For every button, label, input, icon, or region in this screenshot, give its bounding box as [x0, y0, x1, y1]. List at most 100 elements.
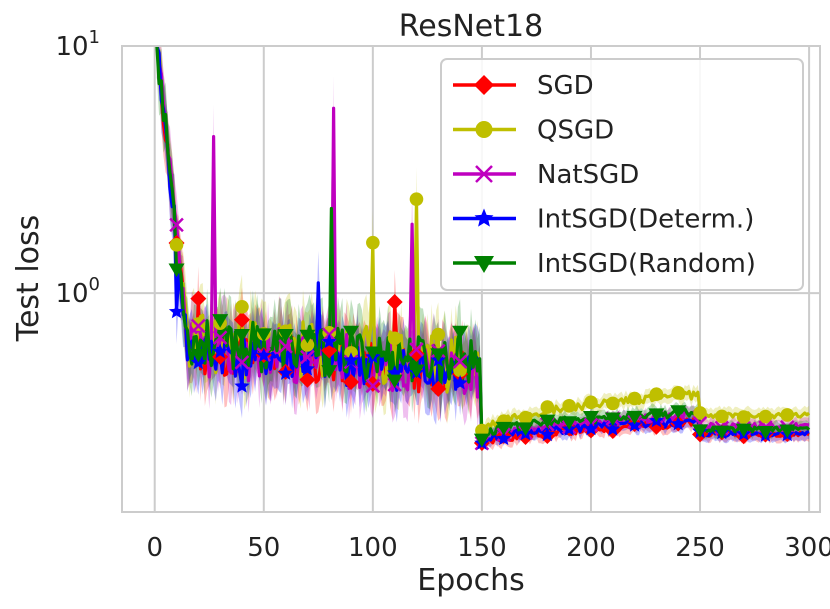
marker-intsgd-determ — [212, 343, 228, 359]
marker-qsgd — [191, 317, 206, 331]
marker-qsgd — [693, 406, 707, 420]
marker-intsgd-random — [473, 433, 490, 448]
marker-sgd — [299, 371, 316, 388]
marker-qsgd — [671, 385, 686, 400]
marker-intsgd-determ — [343, 352, 359, 367]
x-tick-label: 200 — [566, 533, 616, 563]
marker-qsgd — [235, 299, 249, 314]
marker-intsgd-random — [277, 329, 294, 343]
marker-intsgd-determ — [299, 361, 315, 376]
marker-intsgd-random — [408, 364, 425, 379]
legend-marker-natsgd — [475, 165, 493, 183]
marker-sgd — [386, 294, 403, 311]
marker-intsgd-determ — [452, 375, 468, 390]
marker-intsgd-random — [430, 348, 447, 363]
marker-intsgd-determ — [496, 430, 512, 446]
marker-intsgd-random — [713, 425, 730, 440]
legend-marker-intsgd-random — [474, 256, 494, 273]
legend-marker-qsgd — [475, 121, 493, 138]
marker-qsgd — [300, 338, 315, 352]
marker-intsgd-random — [604, 412, 621, 427]
marker-sgd — [233, 311, 250, 328]
marker-qsgd — [387, 331, 402, 346]
marker-intsgd-random — [343, 325, 360, 340]
marker-intsgd-random — [648, 408, 665, 422]
legend-label-natsgd: NatSGD — [537, 160, 639, 190]
marker-qsgd — [169, 238, 184, 252]
marker-intsgd-random — [386, 374, 403, 389]
legend: SGD QSGD NatSGD IntSGD(Determ.) IntSGD(Rando… — [440, 58, 804, 291]
marker-natsgd — [169, 217, 184, 233]
y-ticks: 100 101 — [55, 27, 100, 309]
marker-intsgd-random — [255, 328, 272, 342]
marker-intsgd-determ — [670, 415, 686, 431]
marker-intsgd-determ — [278, 365, 294, 380]
legend-label-qsgd: QSGD — [537, 116, 614, 146]
marker-sgd — [364, 375, 381, 392]
marker-qsgd — [605, 396, 620, 411]
marker-intsgd-determ — [234, 378, 250, 393]
marker-qsgd — [518, 410, 533, 425]
marker-qsgd — [453, 363, 467, 378]
marker-intsgd-random — [670, 405, 687, 419]
marker-qsgd — [322, 326, 337, 340]
marker-intsgd-random — [190, 348, 207, 363]
marker-qsgd — [431, 327, 446, 342]
marker-natsgd — [300, 349, 315, 365]
marker-sgd — [408, 345, 425, 362]
marker-intsgd-random — [582, 410, 599, 425]
marker-qsgd — [649, 387, 664, 402]
marker-sgd — [430, 380, 447, 397]
marker-natsgd — [365, 378, 381, 394]
plot-frame — [121, 45, 821, 513]
marker-intsgd-random — [757, 425, 774, 440]
x-tick-label: 300 — [784, 533, 830, 563]
marker-intsgd-random — [517, 422, 534, 436]
marker-sgd — [212, 348, 229, 365]
x-tick-label: 50 — [247, 533, 280, 563]
marker-natsgd — [409, 342, 424, 357]
marker-intsgd-random — [539, 414, 556, 429]
marker-intsgd-random — [168, 263, 185, 278]
marker-intsgd-determ — [605, 421, 621, 436]
marker-sgd — [190, 290, 207, 307]
marker-intsgd-determ — [256, 347, 272, 362]
x-tick-label: 250 — [675, 533, 725, 563]
marker-qsgd — [584, 395, 598, 410]
marker-intsgd-random — [735, 423, 752, 438]
marker-sgd — [648, 418, 665, 435]
x-axis-label: Epochs — [417, 563, 525, 598]
marker-intsgd-random — [233, 328, 250, 343]
marker-qsgd — [366, 235, 380, 250]
x-ticks: 0 50 100 150 200 250 300 — [146, 533, 830, 563]
x-tick-label: 100 — [348, 533, 398, 563]
marker-qsgd — [758, 409, 773, 424]
chart-title: ResNet18 — [399, 9, 543, 44]
y-axis-label: Test loss — [11, 215, 46, 343]
legend-label-intsgd-random: IntSGD(Random) — [537, 249, 756, 279]
legend-label-sgd: SGD — [537, 71, 594, 101]
marker-intsgd-random — [321, 365, 338, 379]
marker-qsgd — [627, 391, 642, 406]
marker-natsgd — [234, 355, 250, 370]
marker-natsgd — [278, 339, 293, 354]
marker-intsgd-determ — [168, 303, 185, 319]
legend-marker-intsgd-determ — [474, 208, 494, 227]
marker-qsgd — [715, 409, 729, 424]
marker-sgd — [343, 373, 360, 390]
marker-intsgd-random — [212, 314, 229, 328]
marker-natsgd — [212, 330, 228, 345]
marker-intsgd-random — [692, 424, 709, 438]
marker-intsgd-random — [779, 424, 796, 439]
marker-natsgd — [452, 354, 468, 369]
x-tick-label: 150 — [457, 533, 507, 563]
legend-label-intsgd-determ: IntSGD(Determ.) — [537, 205, 754, 235]
marker-intsgd-random — [452, 325, 469, 340]
y-tick-label: 101 — [55, 27, 100, 62]
marker-intsgd-determ — [321, 333, 337, 349]
marker-intsgd-random — [495, 421, 512, 436]
y-tick-label: 100 — [55, 274, 100, 309]
series-markers — [168, 192, 796, 452]
marker-intsgd-determ — [539, 426, 555, 442]
